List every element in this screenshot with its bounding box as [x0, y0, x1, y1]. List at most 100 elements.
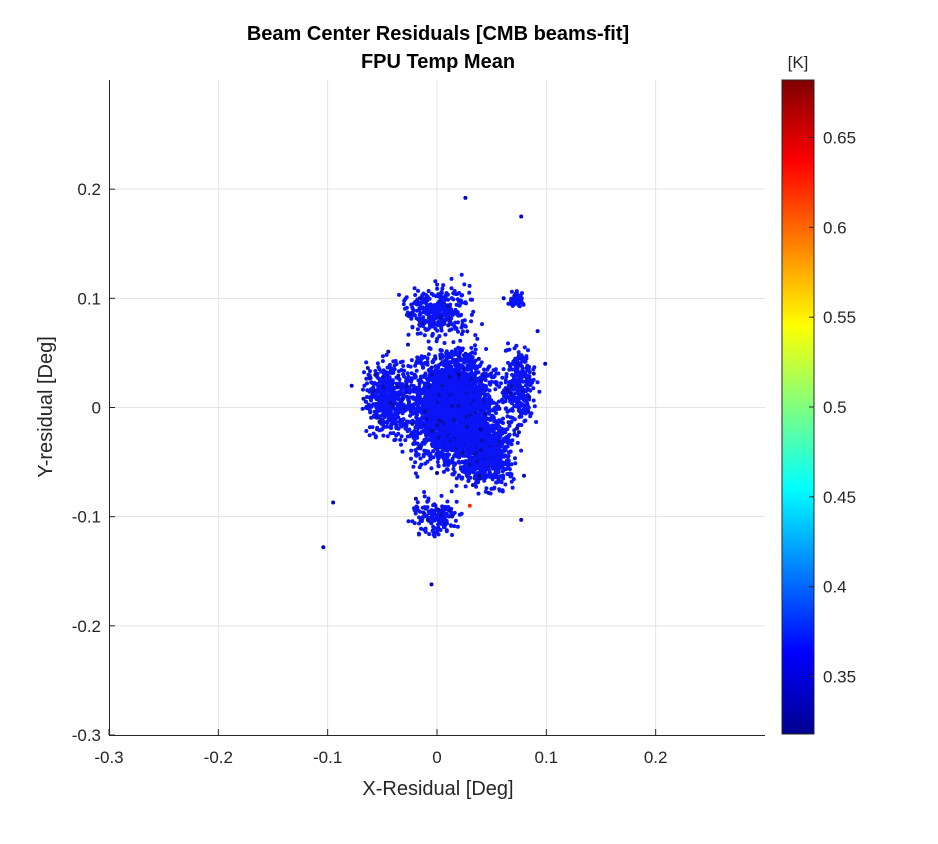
scatter-point: [445, 467, 450, 472]
scatter-point: [463, 394, 468, 398]
scatter-point: [455, 524, 460, 529]
scatter-point: [430, 516, 435, 521]
scatter-point: [457, 409, 462, 414]
scatter-point: [388, 400, 393, 405]
scatter-point: [480, 435, 485, 439]
scatter-point: [394, 401, 399, 406]
scatter-point: [505, 409, 510, 414]
scatter-point: [469, 312, 474, 317]
scatter-point: [462, 282, 467, 287]
scatter-point: [406, 332, 411, 337]
scatter-point: [509, 474, 514, 478]
scatter-point: [415, 331, 420, 336]
scatter-point: [463, 484, 468, 489]
scatter-point: [430, 378, 434, 383]
scatter-point: [461, 329, 465, 334]
scatter-point: [378, 414, 382, 419]
scatter-point: [466, 372, 471, 377]
scatter-point: [447, 410, 452, 414]
scatter-point: [454, 499, 459, 504]
scatter-point-sample: [519, 214, 524, 219]
scatter-point: [405, 371, 410, 376]
scatter-point: [386, 349, 391, 354]
scatter-point: [427, 346, 432, 350]
scatter-point: [387, 411, 392, 416]
scatter-point: [446, 427, 451, 432]
scatter-point: [483, 392, 488, 397]
scatter-point: [368, 369, 372, 374]
scatter-point: [417, 521, 421, 526]
scatter-point: [440, 299, 444, 304]
scatter-point: [443, 393, 448, 398]
scatter-point: [450, 404, 455, 408]
scatter-point: [382, 405, 387, 410]
scatter-point: [497, 431, 502, 436]
scatter-point: [463, 449, 468, 453]
scatter-point: [401, 384, 406, 389]
scatter-point: [445, 442, 449, 447]
scatter-point: [432, 305, 437, 310]
scatter-point: [484, 442, 489, 447]
scatter-point: [501, 467, 506, 472]
scatter-point: [452, 510, 457, 515]
scatter-point: [476, 491, 481, 496]
scatter-point: [417, 322, 422, 327]
scatter-point: [509, 289, 514, 294]
scatter-point: [449, 276, 454, 281]
scatter-point: [422, 354, 427, 359]
scatter-point: [507, 467, 512, 472]
scatter-point: [410, 376, 415, 381]
scatter-point: [462, 356, 466, 361]
scatter-point: [508, 420, 513, 425]
scatter-point: [371, 402, 376, 407]
scatter-point: [520, 291, 524, 296]
scatter-point: [464, 420, 469, 425]
scatter-point: [373, 369, 378, 373]
scatter-point: [421, 452, 426, 457]
scatter-point: [488, 373, 493, 378]
scatter-point: [474, 384, 478, 389]
scatter-point: [419, 301, 423, 306]
scatter-point: [415, 435, 420, 440]
scatter-point: [420, 515, 425, 520]
scatter-point: [452, 383, 457, 388]
scatter-point: [384, 370, 389, 375]
scatter-point: [419, 442, 424, 447]
scatter-point: [413, 511, 418, 516]
scatter-point: [429, 402, 434, 406]
scatter-point: [418, 425, 422, 430]
scatter-point: [458, 432, 463, 437]
scatter-point: [431, 369, 436, 374]
scatter-point: [523, 383, 528, 388]
scatter-point: [496, 371, 501, 376]
scatter-point: [474, 397, 479, 402]
scatter-point: [406, 396, 411, 401]
scatter-point-sample: [478, 427, 483, 432]
scatter-point: [526, 366, 531, 371]
scatter-point: [424, 513, 429, 518]
scatter-point: [407, 427, 412, 432]
scatter-point: [437, 334, 442, 339]
scatter-point: [463, 410, 468, 415]
scatter-point: [417, 392, 422, 397]
scatter-point: [516, 299, 521, 304]
scatter-point: [469, 388, 474, 393]
scatter-point: [404, 295, 409, 300]
scatter-point: [455, 427, 459, 432]
scatter-point-sample: [543, 361, 548, 366]
scatter-point: [438, 380, 443, 385]
scatter-point: [513, 381, 518, 386]
scatter-point: [464, 424, 469, 429]
scatter-point: [454, 302, 459, 307]
scatter-point: [457, 357, 462, 362]
chart-subtitle: FPU Temp Mean: [361, 51, 515, 73]
scatter-point: [495, 455, 500, 460]
scatter-point: [464, 301, 468, 306]
scatter-point: [452, 369, 457, 374]
scatter-point: [420, 505, 425, 510]
scatter-point: [500, 473, 505, 478]
scatter-point: [460, 429, 465, 434]
scatter-point: [450, 514, 455, 519]
scatter-point: [438, 444, 442, 449]
scatter-point: [362, 370, 366, 375]
